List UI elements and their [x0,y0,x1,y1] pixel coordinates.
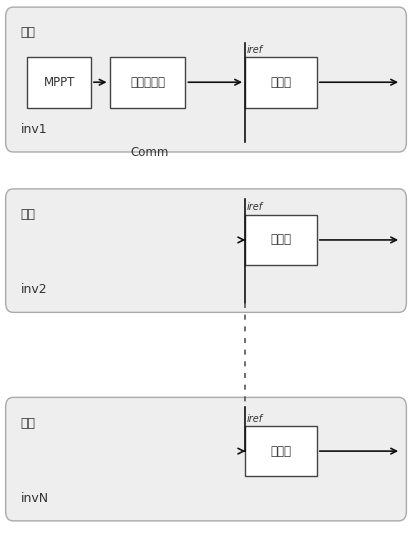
Text: inv1: inv1 [21,123,47,136]
Text: MPPT: MPPT [44,76,75,89]
Text: 直流电压环: 直流电压环 [130,76,165,89]
Text: iref: iref [247,44,263,55]
Text: 从机: 从机 [21,208,35,221]
Text: 从机: 从机 [21,416,35,430]
Text: iref: iref [247,203,263,212]
Text: iref: iref [247,414,263,423]
FancyBboxPatch shape [6,397,406,521]
FancyBboxPatch shape [110,57,185,108]
FancyBboxPatch shape [245,214,317,265]
Text: 电流环: 电流环 [270,76,291,89]
FancyBboxPatch shape [245,57,317,108]
FancyBboxPatch shape [6,7,406,152]
FancyBboxPatch shape [245,426,317,477]
Text: 电流环: 电流环 [270,234,291,247]
Text: 电流环: 电流环 [270,444,291,458]
FancyBboxPatch shape [27,57,91,108]
FancyBboxPatch shape [6,189,406,312]
Text: inv2: inv2 [21,284,47,296]
Text: invN: invN [21,492,49,505]
Text: 主机: 主机 [21,26,35,39]
Text: Comm: Comm [131,146,169,159]
